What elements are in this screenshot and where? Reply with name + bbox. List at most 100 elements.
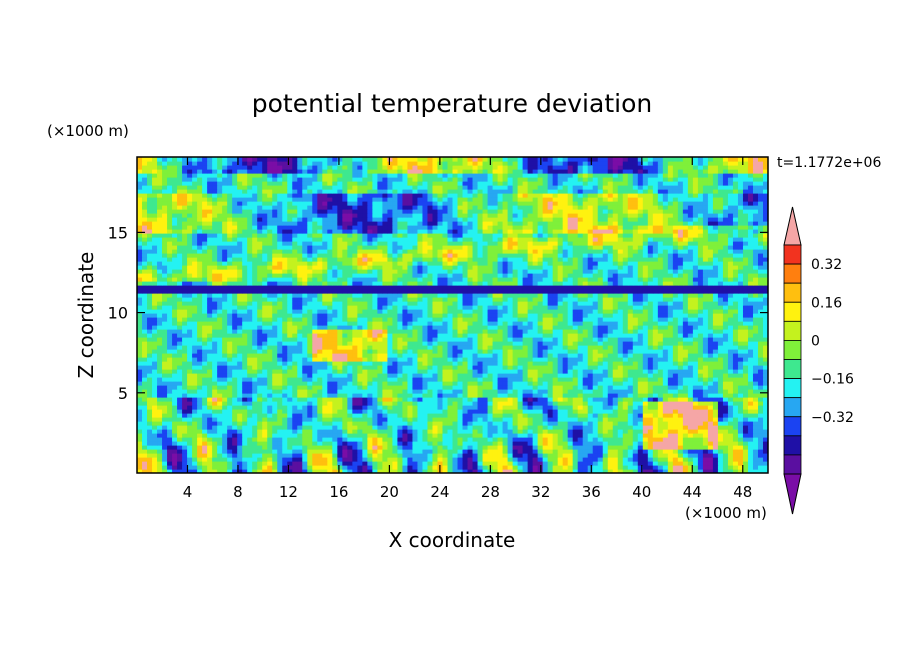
field-cell xyxy=(742,357,749,362)
field-cell xyxy=(407,341,414,346)
field-cell xyxy=(612,457,619,462)
field-cell xyxy=(337,465,343,470)
field-cell xyxy=(577,341,584,346)
field-cell xyxy=(157,425,163,430)
field-cell xyxy=(312,421,318,426)
field-cell xyxy=(312,441,318,446)
field-cell xyxy=(497,385,504,390)
field-cell xyxy=(757,449,764,454)
field-cell xyxy=(647,333,654,338)
field-cell xyxy=(682,449,689,454)
field-cell xyxy=(622,325,629,330)
field-cell xyxy=(382,337,388,342)
field-cell xyxy=(477,421,484,426)
field-cell xyxy=(502,465,509,470)
field-cell xyxy=(362,337,368,342)
field-cell xyxy=(437,325,444,330)
field-cell xyxy=(577,421,584,426)
field-cell xyxy=(227,313,233,318)
field-cell xyxy=(497,353,504,358)
field-cell xyxy=(347,329,353,334)
field-cell xyxy=(432,425,439,430)
field-cell xyxy=(552,433,559,438)
field-cell xyxy=(542,381,549,386)
field-cell xyxy=(577,377,584,382)
field-cell xyxy=(282,425,288,430)
field-cell xyxy=(712,321,719,326)
field-cell xyxy=(692,437,699,442)
field-cell xyxy=(757,445,764,450)
field-cell xyxy=(332,333,338,338)
field-cell xyxy=(707,441,714,446)
field-cell xyxy=(437,357,444,362)
field-cell xyxy=(147,397,153,402)
field-cell xyxy=(707,361,714,366)
field-cell xyxy=(692,333,699,338)
field-cell xyxy=(692,325,699,330)
field-cell xyxy=(677,345,684,350)
field-cell xyxy=(362,461,368,466)
field-cell xyxy=(602,401,609,406)
field-cell xyxy=(192,441,198,446)
field-cell xyxy=(732,345,739,350)
field-cell xyxy=(512,433,519,438)
field-cell xyxy=(582,321,589,326)
field-cell xyxy=(147,401,153,406)
field-cell xyxy=(292,449,298,454)
field-cell xyxy=(277,469,283,473)
field-cell xyxy=(572,413,579,418)
field-cell xyxy=(167,377,173,382)
field-cell xyxy=(457,429,464,434)
field-cell xyxy=(272,433,278,438)
field-cell xyxy=(627,373,634,378)
field-cell xyxy=(287,397,293,402)
field-cell xyxy=(522,405,529,410)
field-cell xyxy=(482,393,489,398)
field-cell xyxy=(277,397,283,402)
field-cell xyxy=(272,313,278,318)
field-cell xyxy=(467,449,474,454)
field-cell xyxy=(162,429,168,434)
field-cell xyxy=(707,417,714,422)
field-cell xyxy=(322,389,328,394)
field-cell xyxy=(532,361,539,366)
field-cell xyxy=(457,369,464,374)
field-cell xyxy=(662,345,669,350)
field-cell xyxy=(737,433,744,438)
field-cell xyxy=(352,409,358,414)
field-cell xyxy=(362,409,368,414)
field-cell xyxy=(332,461,338,466)
field-cell xyxy=(327,377,333,382)
field-cell xyxy=(152,365,158,370)
field-cell xyxy=(722,469,729,473)
field-cell xyxy=(477,369,484,374)
field-cell xyxy=(352,381,358,386)
field-cell xyxy=(292,377,298,382)
field-cell xyxy=(667,373,674,378)
field-cell xyxy=(762,361,768,366)
field-cell xyxy=(247,317,253,322)
field-cell xyxy=(367,409,373,414)
field-cell xyxy=(697,389,704,394)
field-cell xyxy=(717,337,724,342)
field-cell xyxy=(137,321,143,326)
field-cell xyxy=(367,313,373,318)
field-cell xyxy=(752,441,759,446)
field-cell xyxy=(482,465,489,470)
field-cell xyxy=(417,345,424,350)
field-cell xyxy=(277,381,283,386)
field-cell xyxy=(197,417,203,422)
field-cell xyxy=(387,401,394,406)
field-cell xyxy=(652,325,659,330)
field-cell xyxy=(347,445,353,450)
field-cell xyxy=(187,413,193,418)
field-cell xyxy=(397,441,404,446)
field-cell xyxy=(262,333,268,338)
field-cell xyxy=(652,453,659,458)
field-cell xyxy=(382,465,388,470)
field-cell xyxy=(497,461,504,466)
field-cell xyxy=(567,373,574,378)
field-cell xyxy=(722,449,729,454)
field-cell xyxy=(502,425,509,430)
field-cell xyxy=(247,329,253,334)
